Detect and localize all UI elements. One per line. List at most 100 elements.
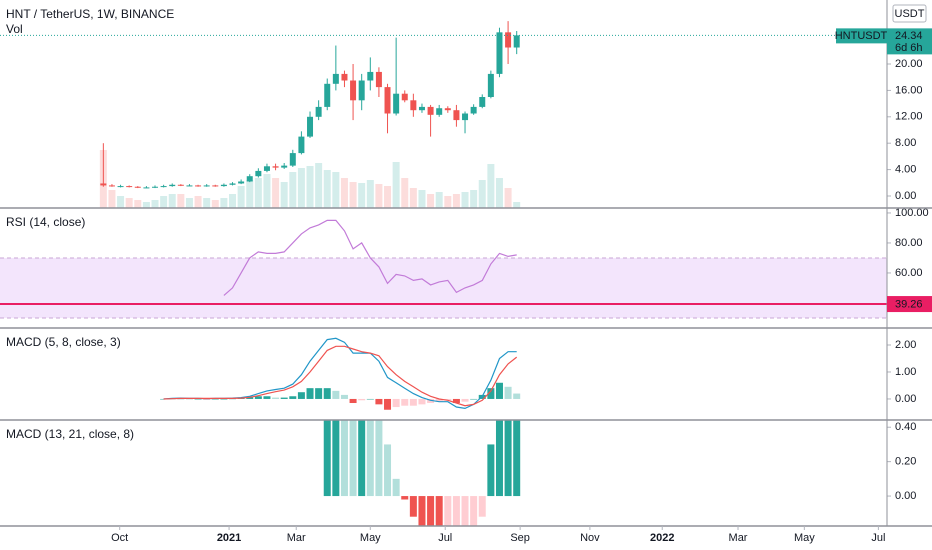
histogram-bar [444, 496, 452, 526]
candle-body [152, 186, 159, 188]
volume-bar [211, 200, 219, 208]
histogram-bar [366, 398, 374, 400]
volume-bar [444, 196, 452, 208]
x-tick-label: 2022 [650, 532, 674, 544]
histogram-bar [392, 478, 400, 497]
volume-bar [151, 200, 159, 208]
x-tick-label: Nov [580, 532, 600, 544]
histogram-bar [340, 420, 348, 497]
histogram-bar [409, 496, 417, 517]
volume-bar [297, 168, 305, 208]
volume-bar [272, 178, 280, 208]
x-tick-label: Jul [438, 532, 452, 544]
volume-bar [220, 198, 228, 208]
y-tick-label: 0.00 [895, 393, 916, 405]
volume-bar [427, 194, 435, 208]
volume-bar [142, 202, 150, 208]
last-price-label: 24.34 [895, 30, 923, 42]
candle-body [505, 32, 512, 48]
histogram-bar [513, 420, 521, 497]
candle-body [263, 166, 270, 171]
candle-body [479, 97, 486, 107]
histogram-bar [495, 420, 503, 497]
histogram-bar [452, 496, 460, 526]
histogram-bar [470, 398, 478, 400]
histogram-bar [384, 398, 392, 410]
y-tick-label: 0.40 [895, 421, 916, 433]
candle-body [375, 71, 382, 88]
histogram-bar [340, 394, 348, 399]
histogram-bar [487, 444, 495, 497]
histogram-bar [401, 496, 409, 500]
volume-bar [117, 196, 125, 208]
histogram-bar [349, 398, 357, 404]
volume-bar [185, 198, 193, 208]
volume-bar [384, 186, 392, 208]
histogram-bar [470, 496, 478, 526]
histogram-bar [358, 398, 366, 401]
volume-bar [401, 178, 409, 208]
volume-bar [194, 196, 202, 208]
y-tick-label: 0.20 [895, 456, 916, 468]
candle-body [117, 186, 124, 188]
candle-body [186, 185, 193, 187]
volume-bar [203, 198, 211, 208]
histogram-bar [315, 388, 323, 399]
y-tick-label: 0.00 [895, 490, 916, 502]
histogram-bar [504, 420, 512, 497]
candle-body [307, 116, 314, 137]
candle-body [220, 184, 227, 187]
histogram-bar [211, 398, 219, 400]
volume-bar [392, 162, 400, 208]
pane-title: MACD (5, 8, close, 3) [6, 335, 121, 349]
candle-body [169, 184, 176, 187]
pane-title: MACD (13, 21, close, 8) [6, 427, 134, 441]
y-tick-label: 2.00 [895, 339, 916, 351]
x-tick-label: May [360, 532, 381, 544]
pane [160, 337, 521, 410]
volume-bar [332, 172, 340, 208]
histogram-bar [444, 398, 452, 401]
x-tick-label: Mar [287, 532, 306, 544]
volume-label: Vol [6, 22, 23, 36]
candle-body [513, 35, 520, 48]
histogram-bar [478, 496, 486, 517]
volume-bar [160, 196, 168, 208]
candle-body [134, 186, 141, 188]
volume-bar [366, 180, 374, 208]
histogram-bar [323, 420, 331, 497]
x-tick-label: 2021 [217, 532, 241, 544]
volume-bar [315, 163, 323, 208]
volume-bar [358, 183, 366, 208]
volume-bar [237, 186, 245, 208]
histogram-bar [513, 393, 521, 399]
histogram-bar [220, 398, 228, 400]
histogram-bar [461, 496, 469, 526]
histogram-bar [263, 396, 271, 399]
volume-bar [246, 180, 254, 208]
candle-body [195, 185, 202, 187]
histogram-bar [427, 398, 435, 404]
histogram-bar [409, 398, 417, 406]
values-line [223, 219, 517, 296]
candle-body [298, 136, 305, 154]
x-tick-label: Oct [111, 532, 128, 544]
volume-bar [263, 174, 271, 208]
histogram-bar [185, 398, 193, 400]
candle-body [367, 71, 374, 81]
histogram-bar [418, 398, 426, 405]
volume-bar [177, 194, 185, 208]
histogram-bar [366, 420, 374, 497]
candle-body [212, 185, 219, 187]
candle-body [272, 166, 279, 168]
y-tick-label: 20.00 [895, 58, 923, 70]
histogram-bar [194, 398, 202, 400]
y-tick-label: 1.00 [895, 366, 916, 378]
volume-bar [435, 192, 443, 208]
histogram-bar [435, 398, 443, 402]
histogram-bar [254, 396, 262, 399]
volume-bar [280, 182, 288, 208]
histogram-bar [349, 420, 357, 497]
candle-body [462, 113, 469, 121]
pane-title: RSI (14, close) [6, 215, 85, 229]
